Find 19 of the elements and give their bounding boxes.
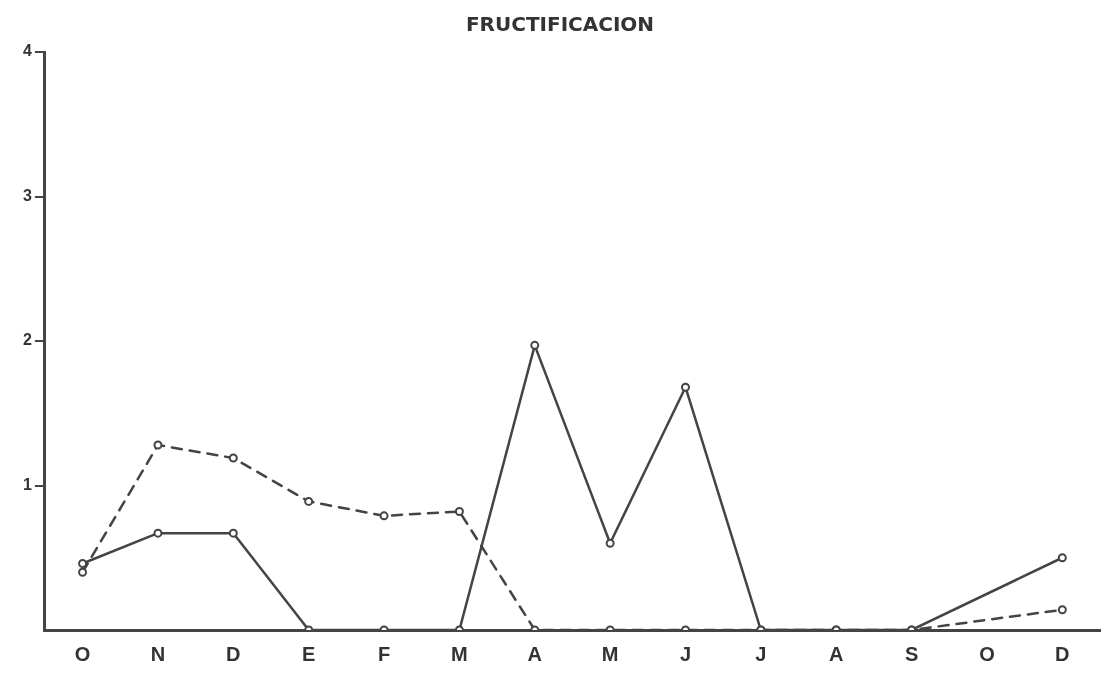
x-tick-label: A	[829, 642, 844, 665]
chart-title: FRUCTIFICACION	[465, 12, 655, 37]
x-tick-label: D	[226, 642, 241, 665]
x-tick-label: J	[679, 642, 692, 665]
x-tick-label: E	[302, 642, 316, 665]
x-tick-label: J	[755, 642, 767, 665]
x-tick-label: O	[74, 642, 91, 665]
y-tick-label: 1	[22, 475, 32, 493]
x-tick-label: F	[377, 642, 391, 665]
x-tick-label: O	[979, 642, 995, 665]
y-tick-label: 4	[22, 42, 32, 60]
x-tick-label: M	[451, 642, 468, 665]
x-tick-label: A	[527, 642, 542, 665]
x-tick-label: M	[601, 642, 619, 665]
y-tick-label: 2	[22, 331, 32, 349]
x-tick-label: D	[1055, 642, 1070, 665]
x-tick-label: N	[150, 642, 166, 665]
y-tick-label: 3	[22, 186, 32, 204]
x-tick-label: S	[904, 642, 919, 665]
